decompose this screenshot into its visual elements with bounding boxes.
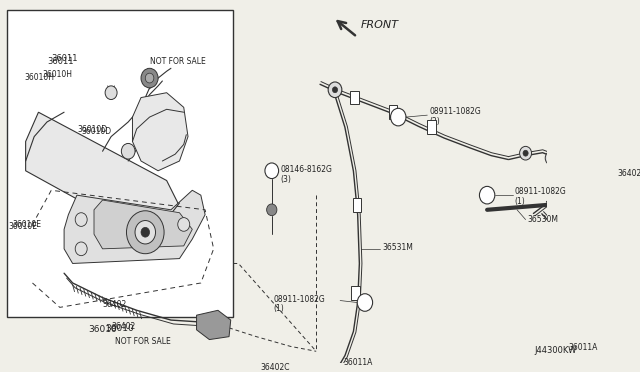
Circle shape — [135, 221, 156, 244]
Text: R: R — [269, 168, 274, 174]
Text: NOT FOR SALE: NOT FOR SALE — [150, 57, 205, 65]
Text: 36402C: 36402C — [260, 363, 290, 372]
Text: 36531M: 36531M — [382, 243, 413, 252]
Circle shape — [141, 227, 150, 237]
Text: NOT FOR SALE: NOT FOR SALE — [115, 337, 171, 346]
Text: J44300KW: J44300KW — [534, 346, 577, 355]
Circle shape — [145, 73, 154, 83]
Text: 36402: 36402 — [102, 299, 127, 308]
Text: (1): (1) — [273, 304, 284, 314]
Circle shape — [122, 144, 135, 159]
Circle shape — [332, 87, 337, 93]
Bar — [428, 120, 436, 134]
Text: N: N — [396, 114, 401, 120]
Text: 36011: 36011 — [47, 57, 74, 65]
Text: N: N — [362, 299, 368, 305]
Text: N: N — [484, 192, 490, 198]
FancyBboxPatch shape — [7, 10, 234, 317]
Text: 36010D: 36010D — [81, 127, 111, 136]
Bar — [389, 105, 397, 119]
Text: (1): (1) — [515, 197, 525, 206]
Bar — [564, 312, 574, 330]
Text: 36011: 36011 — [51, 54, 78, 62]
Text: 36010E: 36010E — [8, 222, 38, 231]
Circle shape — [76, 242, 87, 256]
Circle shape — [390, 108, 406, 126]
Text: (3): (3) — [280, 175, 291, 184]
Circle shape — [265, 163, 278, 179]
Circle shape — [141, 68, 158, 88]
Text: 36530M: 36530M — [527, 215, 558, 224]
Bar — [353, 198, 362, 212]
Polygon shape — [26, 112, 184, 239]
Text: 36010H: 36010H — [24, 73, 54, 82]
Text: 36011A: 36011A — [344, 358, 373, 367]
Text: 08911-1082G: 08911-1082G — [515, 187, 566, 196]
Bar — [282, 369, 292, 372]
Circle shape — [105, 86, 117, 100]
Polygon shape — [94, 200, 192, 249]
Polygon shape — [132, 93, 188, 171]
Text: 36402: 36402 — [111, 322, 135, 331]
Text: 08911-1082G: 08911-1082G — [429, 108, 481, 116]
Text: 36010E: 36010E — [12, 219, 41, 228]
Text: (2): (2) — [429, 117, 440, 126]
Circle shape — [548, 155, 554, 161]
Bar — [598, 177, 609, 195]
Text: 08146-8162G: 08146-8162G — [280, 165, 332, 174]
Circle shape — [76, 213, 87, 227]
Text: 36402C: 36402C — [617, 169, 640, 178]
Circle shape — [523, 150, 528, 156]
Text: 36010D: 36010D — [77, 125, 107, 134]
Circle shape — [561, 188, 566, 194]
Circle shape — [520, 146, 532, 160]
Circle shape — [328, 82, 342, 97]
Circle shape — [548, 216, 560, 229]
Text: 36010: 36010 — [88, 325, 117, 334]
Circle shape — [479, 186, 495, 204]
Circle shape — [357, 294, 372, 311]
Circle shape — [545, 151, 557, 165]
Circle shape — [551, 219, 556, 225]
Bar — [351, 286, 360, 299]
Text: 36010: 36010 — [105, 324, 134, 333]
Polygon shape — [196, 310, 231, 340]
Text: 36010H: 36010H — [43, 70, 73, 79]
Polygon shape — [64, 190, 205, 263]
Text: 08911-1082G: 08911-1082G — [273, 295, 325, 304]
Circle shape — [267, 204, 277, 216]
Text: FRONT: FRONT — [361, 19, 399, 29]
Circle shape — [127, 211, 164, 254]
Text: 36011A: 36011A — [568, 343, 598, 353]
Circle shape — [558, 185, 570, 198]
Bar — [350, 91, 359, 105]
Circle shape — [178, 218, 189, 231]
